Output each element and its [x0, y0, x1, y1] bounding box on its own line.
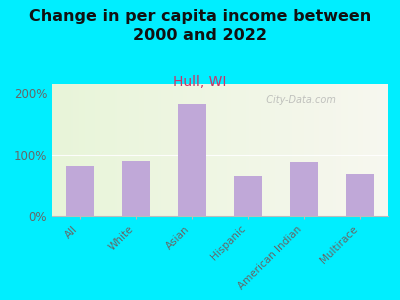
Bar	[178, 103, 206, 216]
Text: City-Data.com: City-Data.com	[260, 95, 336, 105]
Bar	[290, 162, 318, 216]
Bar	[346, 174, 374, 216]
Bar	[66, 166, 94, 216]
Bar	[234, 176, 262, 216]
Bar	[122, 161, 150, 216]
Text: Change in per capita income between
2000 and 2022: Change in per capita income between 2000…	[29, 9, 371, 43]
Text: Hull, WI: Hull, WI	[173, 75, 227, 89]
